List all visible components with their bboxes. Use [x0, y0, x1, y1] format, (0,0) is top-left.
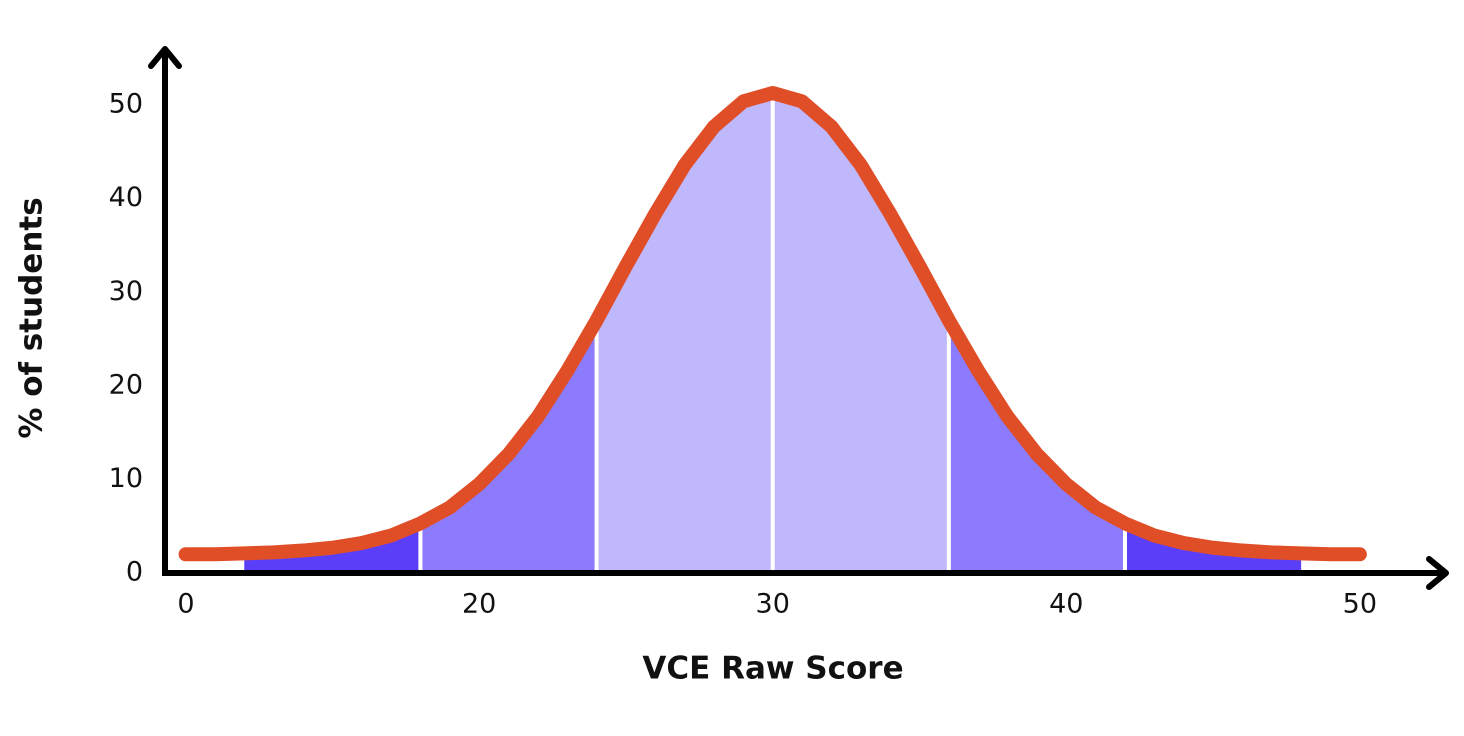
- x-arrow: [1426, 556, 1449, 590]
- curve-layer: [178, 85, 1367, 562]
- x-tick-label: 30: [756, 589, 790, 620]
- y-tick-label: 50: [109, 89, 143, 120]
- y-tick-label: 40: [109, 182, 143, 213]
- x-axis-title: VCE Raw Score: [642, 651, 903, 687]
- x-origin-label: 0: [177, 589, 194, 620]
- curve: [178, 85, 1367, 562]
- axes: [148, 46, 1449, 590]
- y-tick-label: 10: [109, 463, 143, 494]
- y-axis-title: % of students: [14, 197, 50, 438]
- y-tick-label: 30: [109, 276, 143, 307]
- y-tick-label: 20: [109, 369, 143, 400]
- labels: VCE Raw Score % of students 0 0 10 20 30 40 5…: [14, 89, 1378, 687]
- band: [596, 92, 773, 573]
- x-tick-label: 50: [1343, 589, 1377, 620]
- y-tick-label: 0: [126, 557, 143, 588]
- x-tick-label: 40: [1049, 589, 1083, 620]
- band: [420, 320, 597, 573]
- x-tick-label: 20: [462, 589, 496, 620]
- y-arrow: [148, 46, 182, 69]
- bands: [244, 92, 1302, 573]
- band: [948, 320, 1125, 573]
- band: [772, 92, 949, 573]
